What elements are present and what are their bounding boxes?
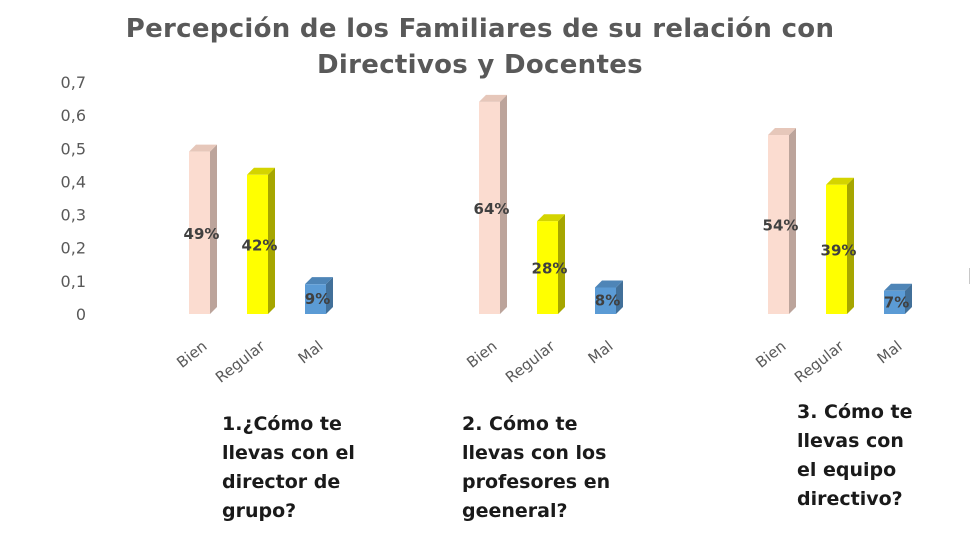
data-label: 9%	[305, 290, 330, 308]
bar-top-mal	[305, 277, 333, 285]
caption-2-line-2: llevas con los	[462, 442, 607, 464]
bar-top-regular	[247, 167, 275, 175]
y-tick-label: 0,2	[61, 239, 86, 258]
chart-title-line-1: Percepción de los Familiares de su relac…	[125, 14, 835, 44]
x-category-label: Mal	[874, 337, 906, 367]
bar-mal	[305, 284, 326, 314]
caption-3-line-2: llevas con	[797, 430, 904, 452]
bar-side-regular	[268, 167, 275, 314]
bar-bien	[479, 101, 500, 314]
caption-1-line-3: director de	[222, 471, 341, 493]
caption-1-line-1: 1.¿Cómo te	[222, 413, 342, 435]
group-caption-1: 1.¿Cómo te llevas con el director de gru…	[222, 410, 355, 526]
x-category-label: Mal	[295, 337, 327, 367]
x-category-label: Regular	[791, 336, 848, 386]
data-label: 49%	[184, 225, 220, 243]
bar-top-regular	[826, 177, 854, 185]
caption-1-line-4: grupo?	[222, 500, 297, 522]
bar-side-mal	[616, 280, 623, 314]
bar-regular	[537, 221, 558, 314]
bar-regular	[247, 174, 268, 314]
x-category-label: Bien	[173, 337, 210, 372]
caption-2-line-1: 2. Cómo te	[462, 413, 578, 435]
y-tick-label: 0,3	[61, 206, 86, 225]
x-category-label: Mal	[585, 337, 617, 367]
bar-mal	[595, 287, 616, 314]
bar-side-regular	[558, 214, 565, 314]
bar-side-bien	[500, 94, 507, 314]
bar-side-regular	[847, 177, 854, 314]
x-category-label: Regular	[212, 336, 269, 386]
caption-3-line-4: directivo?	[797, 488, 903, 510]
window-edge-mark	[969, 268, 974, 284]
caption-1-line-2: llevas con el	[222, 442, 355, 464]
data-label: 64%	[474, 200, 510, 218]
bar-side-bien	[210, 144, 217, 314]
chart-title-line-2: Directivos y Docentes	[317, 50, 643, 80]
bar-top-bien	[479, 94, 507, 102]
caption-2-line-3: profesores en	[462, 471, 611, 493]
bar-mal	[884, 290, 905, 314]
bar-top-bien	[768, 128, 796, 136]
data-label: 54%	[763, 217, 799, 235]
bar-top-mal	[595, 280, 623, 288]
caption-2-line-4: geeneral?	[462, 500, 568, 522]
caption-3-line-1: 3. Cómo te	[797, 401, 913, 423]
data-label: 8%	[595, 292, 620, 310]
y-tick-label: 0	[76, 305, 86, 324]
bar-side-mal	[326, 277, 333, 314]
y-tick-label: 0,4	[61, 172, 86, 191]
bar-side-bien	[789, 128, 796, 314]
y-tick-label: 0,5	[61, 139, 86, 158]
data-label: 39%	[821, 241, 857, 259]
x-category-label: Bien	[752, 337, 789, 372]
bar-side-mal	[905, 283, 912, 314]
caption-3-line-3: el equipo	[797, 459, 897, 481]
y-tick-label: 0,7	[61, 73, 86, 92]
bar-bien	[768, 135, 789, 314]
y-tick-label: 0,1	[61, 272, 86, 291]
bar-regular	[826, 184, 847, 314]
bar-top-regular	[537, 214, 565, 222]
x-category-label: Bien	[463, 337, 500, 372]
group-caption-3: 3. Cómo te llevas con el equipo directiv…	[797, 398, 912, 514]
bar-top-bien	[189, 144, 217, 152]
bar-top-mal	[884, 283, 912, 291]
bar-bien	[189, 151, 210, 314]
data-label: 7%	[884, 293, 909, 311]
group-caption-2: 2. Cómo te llevas con los profesores en …	[462, 410, 610, 526]
x-category-label: Regular	[502, 336, 559, 386]
data-label: 28%	[532, 260, 568, 278]
y-tick-label: 0,6	[61, 106, 86, 125]
data-label: 42%	[242, 236, 278, 254]
